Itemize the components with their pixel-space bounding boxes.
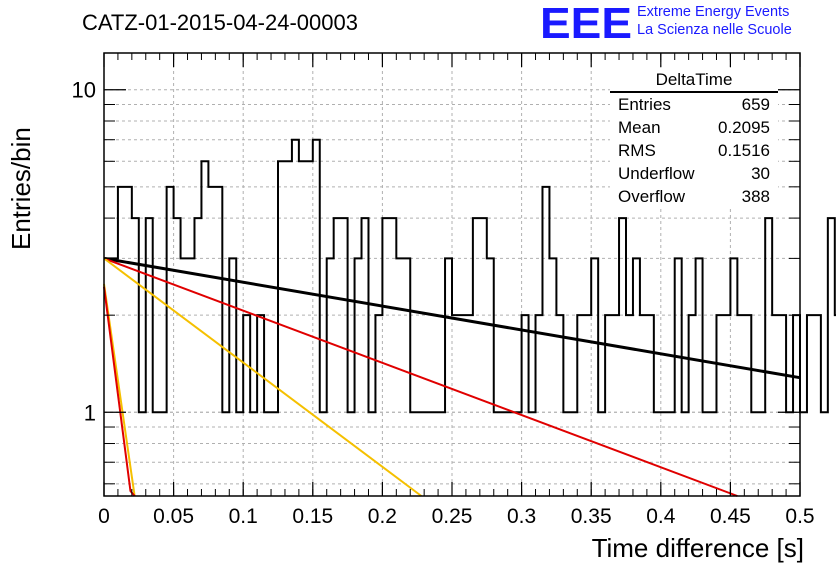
fit-curve: [103, 286, 136, 497]
logo-line-2: La Scienza nelle Scuole: [637, 22, 792, 38]
stats-value: 388: [741, 187, 770, 206]
stats-value: 0.2095: [718, 118, 770, 137]
plot-title: CATZ-01-2015-04-24-00003: [82, 10, 358, 35]
x-tick-label: 0.4: [646, 505, 676, 528]
eee-logo: EEE: [540, 2, 632, 44]
fit-curve: [103, 257, 738, 497]
fit-curve: [103, 257, 422, 497]
stats-label: Mean: [618, 118, 661, 137]
y-tick-label: 10: [72, 78, 96, 103]
stats-row: Mean 0.2095: [610, 116, 778, 139]
x-tick-label: 0.1: [229, 505, 258, 528]
logo-caption: Extreme Energy Events La Scienza nelle S…: [637, 3, 792, 39]
x-tick-label: 0.2: [368, 505, 397, 528]
stats-row: RMS 0.1516: [610, 139, 778, 162]
stats-label: Entries: [618, 95, 671, 114]
stats-value: 0.1516: [718, 141, 770, 160]
x-tick-label: 0.35: [571, 505, 612, 528]
y-tick-label: 1: [84, 400, 96, 425]
grid-lines: [104, 53, 800, 496]
x-tick-label: 0.05: [153, 505, 194, 528]
logo-line-1: Extreme Energy Events: [637, 4, 790, 20]
stats-label: Overflow: [618, 187, 686, 206]
x-axis-label: Time difference [s]: [591, 533, 804, 563]
y-axis: 1 10: [72, 78, 800, 485]
stats-label: Underflow: [618, 164, 695, 183]
stats-value: 659: [741, 95, 770, 114]
histogram-series: [104, 138, 836, 414]
x-tick-label: 0.15: [292, 505, 333, 528]
stats-row: Underflow 30: [610, 162, 778, 185]
x-tick-label: 0.25: [432, 505, 473, 528]
stats-row: Overflow 388: [610, 185, 778, 208]
eee-logo-text: EEE: [540, 2, 632, 44]
x-tick-label: 0: [98, 505, 110, 528]
stats-row: Entries 659: [610, 93, 778, 116]
stats-value: 30: [751, 164, 770, 183]
fit-curve: [103, 256, 801, 380]
stats-label: RMS: [618, 141, 656, 160]
y-axis-label: Entries/bin: [6, 127, 36, 250]
x-axis: 0 0.05 0.1 0.15 0.2 0.25 0.3 0.35 0.4 0.45 0.5: [98, 53, 815, 528]
x-tick-label: 0.5: [785, 505, 814, 528]
x-tick-label: 0.45: [710, 505, 751, 528]
stats-rows: Entries 659 Mean 0.2095 RMS 0.1516 Underflow 30…: [610, 93, 778, 208]
fit-curves: [103, 256, 801, 497]
x-tick-label: 0.3: [507, 505, 536, 528]
histogram-step: [104, 138, 836, 414]
stats-box: DeltaTime Entries 659 Mean 0.2095 RMS 0.1516 U…: [610, 70, 778, 208]
stats-title: DeltaTime: [610, 70, 778, 93]
